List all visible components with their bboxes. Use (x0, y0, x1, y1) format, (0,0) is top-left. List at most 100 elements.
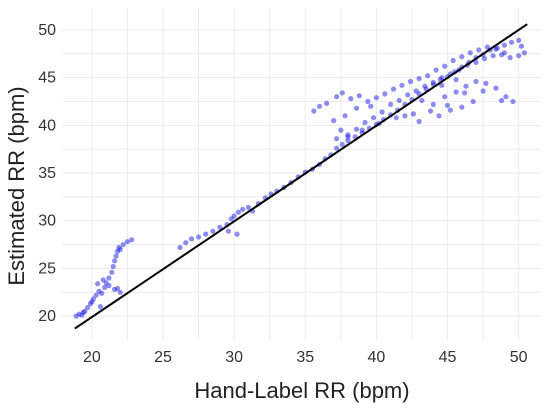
data-point (459, 104, 465, 110)
data-point (516, 53, 522, 59)
data-point (402, 113, 408, 119)
data-point (510, 98, 516, 105)
data-point (324, 100, 330, 106)
data-point (188, 236, 195, 242)
data-point (444, 102, 451, 108)
data-point (480, 88, 486, 94)
data-point (450, 57, 456, 64)
x-tick-label: 20 (83, 349, 101, 366)
y-tick-label: 40 (38, 117, 56, 134)
data-point (245, 204, 251, 210)
data-point (95, 281, 101, 287)
data-point (106, 275, 112, 281)
y-tick-label: 25 (38, 260, 56, 277)
data-point (427, 108, 434, 114)
data-point (102, 284, 108, 291)
data-point (225, 228, 231, 234)
data-point (405, 92, 411, 98)
data-point (484, 44, 490, 50)
data-point (311, 108, 317, 114)
y-tick-label: 50 (38, 22, 56, 39)
data-point (508, 39, 515, 45)
data-point (436, 113, 442, 119)
data-point (453, 89, 459, 95)
data-point (334, 94, 340, 100)
data-point (453, 77, 459, 83)
x-tick-label: 45 (439, 349, 457, 366)
data-point (353, 126, 360, 132)
y-tick-label: 30 (38, 213, 56, 230)
data-point (112, 258, 118, 264)
data-point (338, 127, 344, 133)
data-point (217, 224, 223, 230)
data-point (462, 90, 468, 96)
data-point (339, 90, 345, 96)
data-point (129, 237, 135, 243)
data-point (416, 118, 422, 125)
data-point (442, 63, 448, 69)
data-points (73, 37, 528, 319)
data-point (483, 80, 489, 86)
data-point (419, 97, 425, 104)
data-point (501, 42, 507, 48)
x-tick-label: 35 (296, 349, 314, 366)
data-point (120, 242, 126, 248)
data-point (467, 50, 473, 56)
data-point (80, 309, 86, 315)
data-point (393, 115, 399, 121)
x-axis-title: Hand-Label RR (bpm) (194, 378, 409, 403)
data-point (447, 107, 453, 113)
data-point (425, 73, 431, 79)
data-point (106, 283, 112, 289)
data-point (503, 94, 509, 100)
data-point (490, 53, 496, 59)
data-point (93, 292, 99, 298)
data-point (430, 101, 436, 107)
data-point (177, 244, 183, 251)
data-point (390, 86, 397, 92)
data-point (396, 97, 402, 104)
data-point (353, 105, 360, 111)
data-point (481, 56, 488, 62)
data-point (382, 91, 388, 97)
data-point (114, 285, 121, 292)
data-point (493, 85, 499, 91)
data-point (373, 95, 379, 101)
data-point (388, 101, 394, 107)
data-point (234, 231, 240, 237)
data-point (439, 82, 445, 88)
data-point (416, 76, 422, 82)
x-tick-label: 50 (510, 349, 528, 366)
data-point (89, 299, 95, 305)
data-point (379, 109, 385, 115)
data-point (210, 228, 216, 234)
data-point (499, 52, 505, 58)
data-point (516, 37, 522, 44)
data-point (240, 206, 246, 212)
data-point (100, 277, 106, 283)
data-point (110, 263, 116, 270)
data-point (493, 46, 499, 52)
data-point (499, 97, 505, 104)
data-point (334, 136, 340, 142)
data-point (316, 103, 323, 109)
data-point (470, 98, 476, 105)
data-point (345, 138, 351, 144)
data-point (362, 119, 368, 126)
data-point (473, 78, 479, 85)
data-point (407, 78, 414, 85)
y-tick-labels: 20 25 30 35 40 45 50 (38, 22, 56, 325)
data-point (117, 246, 123, 252)
data-point (410, 111, 416, 117)
identity-line (74, 23, 528, 330)
data-point (85, 305, 91, 311)
data-point (334, 145, 340, 151)
data-point (422, 83, 428, 89)
data-point (231, 213, 237, 219)
x-tick-label: 30 (225, 349, 243, 366)
data-point (507, 55, 513, 61)
data-point (442, 94, 448, 100)
data-point (521, 50, 528, 56)
data-point (430, 79, 436, 85)
